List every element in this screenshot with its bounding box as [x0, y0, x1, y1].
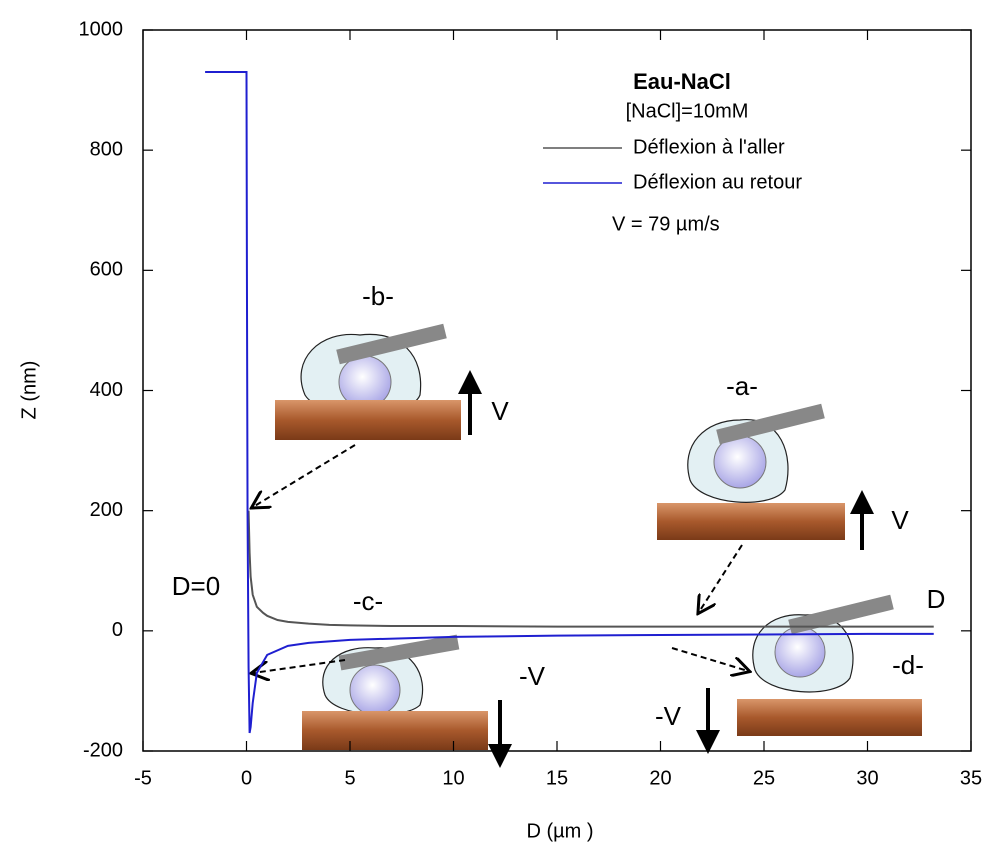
y-tick-label: 600	[90, 259, 123, 281]
annotation: D	[927, 584, 946, 614]
illustration-b	[275, 323, 482, 440]
annotation: V	[491, 396, 509, 426]
x-tick-label: 5	[344, 767, 355, 789]
chart-title: Eau-NaCl	[633, 69, 731, 94]
annotation: -V	[519, 661, 546, 691]
x-tick-label: 0	[241, 767, 252, 789]
annotation: D=0	[172, 571, 220, 601]
illustration-d	[696, 594, 922, 754]
data-line	[205, 71, 934, 734]
x-tick-label: 30	[856, 767, 878, 789]
x-tick-label: -5	[134, 767, 152, 789]
annotation: -b-	[362, 281, 394, 311]
annotation: -V	[655, 701, 682, 731]
x-tick-label: 10	[442, 767, 464, 789]
y-tick-label: -200	[83, 739, 123, 761]
annotation: -c-	[353, 586, 383, 616]
illustration-c	[302, 634, 512, 768]
legend-entry: Déflexion à l'aller	[633, 136, 785, 158]
x-tick-label: 15	[546, 767, 568, 789]
y-tick-label: 0	[112, 619, 123, 641]
annotation: V	[891, 505, 909, 535]
annotation: -a-	[726, 371, 758, 401]
subtitle: [NaCl]=10mM	[626, 100, 749, 122]
y-tick-label: 1000	[79, 18, 124, 40]
y-tick-label: 400	[90, 379, 123, 401]
x-tick-label: 25	[753, 767, 775, 789]
x-tick-label: 35	[960, 767, 982, 789]
x-tick-label: 20	[649, 767, 671, 789]
pointer-arrows	[253, 444, 748, 673]
y-tick-label: 800	[90, 138, 123, 160]
speed-note: V = 79 µm/s	[612, 213, 720, 235]
y-axis-label: Z (nm)	[18, 361, 40, 420]
legend-entry: Déflexion au retour	[633, 171, 802, 193]
x-axis-label: D (µm )	[526, 820, 593, 842]
data-line	[247, 510, 934, 628]
annotation: -d-	[892, 650, 924, 680]
illustration-a	[657, 403, 874, 550]
y-tick-label: 200	[90, 499, 123, 521]
